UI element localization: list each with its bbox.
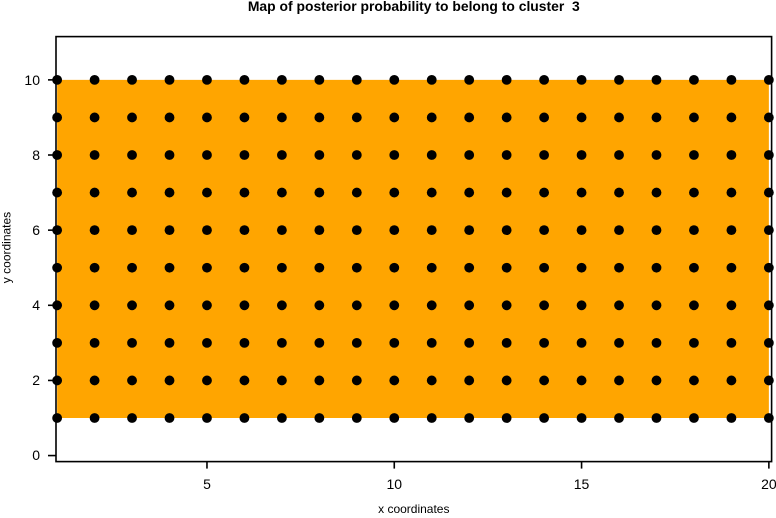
- svg-text:x coordinates: x coordinates: [378, 502, 449, 516]
- svg-text:4: 4: [32, 297, 40, 313]
- svg-text:0: 0: [32, 447, 40, 463]
- svg-text:5: 5: [203, 476, 211, 492]
- svg-text:8: 8: [32, 147, 40, 163]
- svg-text:20: 20: [761, 476, 776, 492]
- svg-text:y coordinates: y coordinates: [0, 212, 14, 283]
- svg-text:2: 2: [32, 372, 40, 388]
- svg-text:10: 10: [24, 72, 40, 88]
- svg-text:10: 10: [386, 476, 402, 492]
- svg-text:6: 6: [32, 222, 40, 238]
- svg-text:15: 15: [574, 476, 590, 492]
